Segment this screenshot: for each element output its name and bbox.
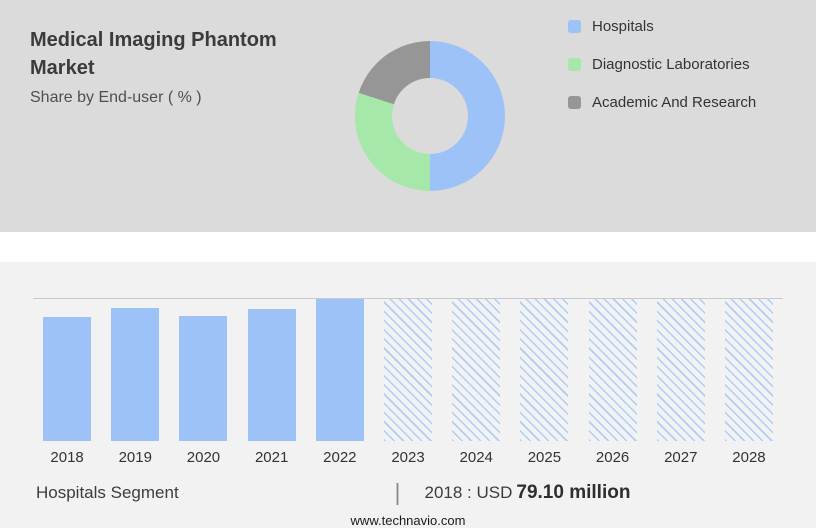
x-axis-label: 2020 <box>186 449 221 466</box>
bar-column <box>647 299 715 441</box>
segment-value-bold: 79.10 million <box>516 481 631 503</box>
legend-swatch-icon <box>568 20 581 33</box>
bar-chart-panel: 2018 2019 2020 2021 2022 2023 2024 2025 2026 2027… <box>0 262 816 528</box>
header-text-block: Medical Imaging Phantom Market Share by … <box>0 0 320 232</box>
x-axis-label: 2018 <box>50 449 84 466</box>
bar-column <box>510 299 578 441</box>
page-title-line2: Market <box>30 57 95 79</box>
bar-2028 <box>724 299 773 441</box>
x-axis-label: 2026 <box>595 449 630 466</box>
legend-item: Academic And Research <box>568 94 756 111</box>
legend-swatch-icon <box>568 58 581 71</box>
legend-label: Academic And Research <box>592 94 757 111</box>
segment-value-prefix: 2018 : USD <box>424 482 513 502</box>
donut-legend: Hospitals Diagnostic Laboratories Academic… <box>540 0 756 232</box>
bar-column <box>169 299 237 441</box>
bar-column <box>306 299 374 441</box>
bar-column <box>579 299 647 441</box>
page-title-line1: Medical Imaging Phantom <box>30 29 277 51</box>
donut-chart <box>355 41 505 191</box>
annotation-divider: | <box>394 479 401 505</box>
x-axis-label: 2019 <box>118 449 152 466</box>
bar-column <box>715 299 783 441</box>
bar-2021 <box>247 308 296 441</box>
x-axis-label: 2025 <box>527 449 562 466</box>
bar-2027 <box>656 299 705 441</box>
bar-plot <box>33 298 783 441</box>
donut-chart-area <box>320 0 540 232</box>
bar-column <box>101 299 169 441</box>
legend-item: Hospitals <box>568 18 756 35</box>
bar-2019 <box>111 307 160 441</box>
legend-item: Diagnostic Laboratories <box>568 56 756 73</box>
legend-label: Diagnostic Laboratories <box>592 56 750 73</box>
bar-column <box>238 299 306 441</box>
legend-swatch-icon <box>568 96 581 109</box>
bar-2022 <box>315 299 364 441</box>
x-axis-label: 2022 <box>323 449 357 466</box>
bar-2024 <box>452 299 501 441</box>
bar-2023 <box>384 299 433 441</box>
bar-2020 <box>179 316 228 441</box>
x-axis-label: 2024 <box>459 449 493 466</box>
segment-value: 2018 : USD 79.10 million <box>425 482 784 504</box>
bar-column <box>374 299 442 441</box>
bar-column <box>442 299 510 441</box>
bar-2026 <box>588 299 637 441</box>
bar-2025 <box>520 299 569 441</box>
x-axis-label: 2027 <box>664 449 698 466</box>
page-title: Medical Imaging Phantom Market <box>30 26 320 82</box>
chart-subtitle: Share by End-user ( % ) <box>30 89 202 106</box>
legend-label: Hospitals <box>592 18 654 35</box>
x-axis-label: 2023 <box>391 449 425 466</box>
header-panel: Medical Imaging Phantom Market Share by … <box>0 0 816 232</box>
annotation-row: Hospitals Segment | 2018 : USD 79.10 mill… <box>33 481 783 504</box>
website-link[interactable]: www.technavio.com <box>350 513 466 528</box>
x-axis-label: 2021 <box>254 449 289 466</box>
separator-band <box>0 232 816 262</box>
bar-column <box>33 299 101 441</box>
bar-2018 <box>43 317 92 441</box>
x-axis-label: 2028 <box>732 449 766 466</box>
segment-label: Hospitals Segment <box>36 482 179 502</box>
x-axis-labels: 2018 2019 2020 2021 2022 2023 2024 2025 2026 2027… <box>33 449 783 466</box>
